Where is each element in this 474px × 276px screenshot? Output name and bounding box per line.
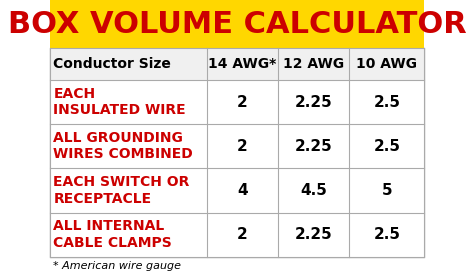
- Text: 4: 4: [237, 183, 248, 198]
- Text: * American wire gauge: * American wire gauge: [54, 261, 182, 271]
- Text: 2.25: 2.25: [295, 95, 333, 110]
- FancyBboxPatch shape: [49, 0, 425, 48]
- Text: 4.5: 4.5: [301, 183, 328, 198]
- Text: 5: 5: [382, 183, 392, 198]
- Text: 2: 2: [237, 227, 248, 242]
- Text: EACH
INSULATED WIRE: EACH INSULATED WIRE: [54, 87, 186, 117]
- FancyBboxPatch shape: [49, 213, 425, 257]
- Text: 10 AWG: 10 AWG: [356, 57, 418, 71]
- Text: Conductor Size: Conductor Size: [54, 57, 171, 71]
- FancyBboxPatch shape: [49, 48, 425, 257]
- FancyBboxPatch shape: [49, 80, 425, 124]
- Text: 2: 2: [237, 95, 248, 110]
- Text: 2: 2: [237, 139, 248, 154]
- FancyBboxPatch shape: [49, 48, 425, 80]
- Text: 12 AWG: 12 AWG: [283, 57, 345, 71]
- Text: 14 AWG*: 14 AWG*: [209, 57, 277, 71]
- Text: BOX VOLUME CALCULATOR: BOX VOLUME CALCULATOR: [8, 10, 466, 39]
- FancyBboxPatch shape: [49, 124, 425, 168]
- Text: 2.5: 2.5: [374, 227, 401, 242]
- Text: 2.25: 2.25: [295, 227, 333, 242]
- FancyBboxPatch shape: [49, 168, 425, 213]
- Text: 2.25: 2.25: [295, 139, 333, 154]
- Text: EACH SWITCH OR
RECEPTACLE: EACH SWITCH OR RECEPTACLE: [54, 175, 190, 206]
- Text: 2.5: 2.5: [374, 95, 401, 110]
- Text: ALL GROUNDING
WIRES COMBINED: ALL GROUNDING WIRES COMBINED: [54, 131, 193, 161]
- Text: ALL INTERNAL
CABLE CLAMPS: ALL INTERNAL CABLE CLAMPS: [54, 219, 172, 250]
- Text: 2.5: 2.5: [374, 139, 401, 154]
